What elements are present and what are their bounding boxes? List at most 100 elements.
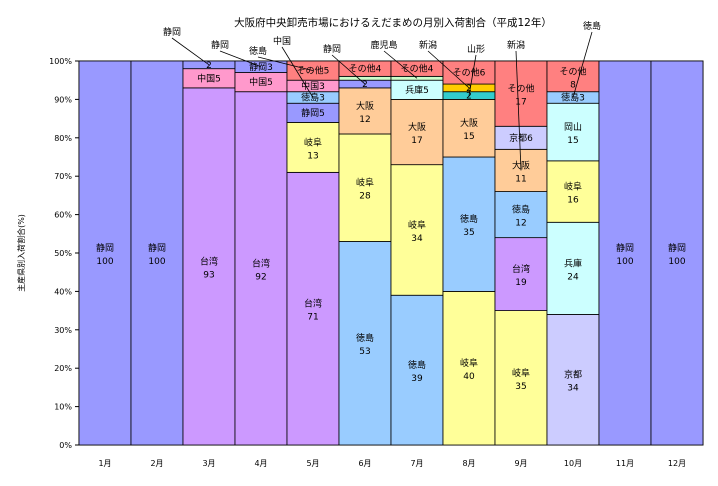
segment-value: 28 xyxy=(359,192,371,202)
annotation-leader xyxy=(219,50,262,68)
x-tick-label: 5月 xyxy=(306,459,319,468)
annotation-leader xyxy=(171,37,210,66)
annotation-label: 静岡 xyxy=(211,39,229,51)
segment-label: 大阪 xyxy=(460,117,478,129)
y-tick-label: 90% xyxy=(54,95,72,104)
annotation-label: 山形 xyxy=(467,43,485,55)
segment-value: 24 xyxy=(567,272,579,282)
segment-value: 13 xyxy=(307,151,318,161)
segment-value: 100 xyxy=(96,257,113,267)
annotation-leader xyxy=(572,31,593,98)
annotation-leader xyxy=(257,56,314,71)
annotation-label: 鹿児島 xyxy=(370,39,397,51)
segment-label: 兵庫5 xyxy=(405,84,429,96)
segment-value: 100 xyxy=(668,257,685,267)
y-tick-label: 10% xyxy=(54,403,72,412)
segment-label: 静岡 xyxy=(148,242,166,254)
x-tick-label: 7月 xyxy=(410,459,423,468)
segment-label: 徳島 xyxy=(460,213,478,225)
segment-label: 岐阜 xyxy=(460,357,478,369)
segment-value: 12 xyxy=(515,219,526,229)
segment-value: 92 xyxy=(255,272,266,282)
segment-value: 39 xyxy=(411,374,423,384)
bar-segment xyxy=(286,171,340,446)
x-tick-label: 3月 xyxy=(202,459,215,468)
annotation-label: 中国 xyxy=(273,35,291,47)
y-tick-label: 50% xyxy=(54,249,72,258)
annotation-leader xyxy=(468,54,477,96)
y-tick-label: 80% xyxy=(54,134,72,143)
segment-value: 19 xyxy=(515,278,527,288)
x-tick-label: 11月 xyxy=(616,459,634,468)
y-tick-label: 0% xyxy=(59,441,72,450)
x-tick-label: 12月 xyxy=(668,459,686,468)
bar-segment xyxy=(494,310,548,446)
segment-value: 93 xyxy=(203,270,214,280)
segment-label: 静岡5 xyxy=(301,107,325,119)
segment-value: 12 xyxy=(359,115,370,125)
segment-label: 徳島 xyxy=(512,204,530,216)
segment-label: 大阪 xyxy=(408,121,426,133)
x-tick-label: 9月 xyxy=(514,459,527,468)
segment-value: 16 xyxy=(567,196,579,206)
y-tick-label: 60% xyxy=(54,211,72,220)
y-tick-label: 30% xyxy=(54,326,72,335)
bar-segment xyxy=(494,60,548,127)
annotation-leader xyxy=(515,50,522,171)
segment-value: 40 xyxy=(463,372,475,382)
segment-value: 17 xyxy=(411,136,422,146)
segment-label: 京都 xyxy=(564,369,582,381)
segment-label: 徳島 xyxy=(356,332,374,344)
y-tick-label: 40% xyxy=(54,287,72,296)
y-tick-label: 100% xyxy=(49,57,72,66)
segment-label: 兵庫 xyxy=(564,257,582,269)
x-tick-label: 1月 xyxy=(98,459,111,468)
chart-title: 大阪府中央卸売市場におけるえだまめの月別入荷割合（平成12年） xyxy=(234,16,552,29)
segment-label: 岐阜 xyxy=(512,367,530,379)
segment-value: 17 xyxy=(515,98,526,108)
segment-label: 岐阜 xyxy=(304,136,322,148)
x-tick-label: 6月 xyxy=(358,459,371,468)
segment-label: 台湾 xyxy=(512,263,530,275)
segment-value: 15 xyxy=(463,132,474,142)
segment-label: その他 xyxy=(507,83,534,95)
x-tick-label: 10月 xyxy=(564,459,582,468)
bar-segment xyxy=(442,99,496,158)
segment-label: その他4 xyxy=(349,63,382,75)
bar-segment xyxy=(546,102,600,162)
segment-label: 静岡 xyxy=(96,242,114,254)
bar-segment xyxy=(338,75,392,81)
segment-value: 35 xyxy=(463,228,474,238)
annotation-leader xyxy=(331,54,366,85)
x-tick-label: 2月 xyxy=(150,459,163,468)
annotation-label: 徳島 xyxy=(583,20,601,32)
segment-label: 中国5 xyxy=(249,76,273,88)
segment-label: 中国5 xyxy=(197,72,221,84)
segment-value: 53 xyxy=(359,347,370,357)
bar-segment xyxy=(442,156,496,292)
segment-value: 71 xyxy=(307,313,318,323)
segment-label: 台湾 xyxy=(252,257,270,269)
annotation-leader xyxy=(383,50,418,79)
segment-value: 100 xyxy=(148,257,165,267)
segment-value: 8 xyxy=(570,80,576,90)
segment-label: その他 xyxy=(559,65,586,77)
segment-value: 15 xyxy=(567,136,578,146)
bar-segment xyxy=(598,60,652,446)
x-tick-label: 4月 xyxy=(254,459,267,468)
segment-label: 静岡 xyxy=(616,242,634,254)
bar-segment xyxy=(234,91,288,446)
segment-label: 岐阜 xyxy=(408,219,426,231)
segment-label: 中国3 xyxy=(301,80,325,92)
segment-value: 2 xyxy=(466,92,472,102)
segment-label: 京都6 xyxy=(509,132,533,144)
segment-label: 岐阜 xyxy=(356,177,374,189)
bar-segment xyxy=(130,60,184,446)
bar-segment xyxy=(546,60,600,93)
segment-value: 11 xyxy=(515,174,526,184)
segment-value: 2 xyxy=(362,80,368,90)
annotation-leader xyxy=(427,50,470,89)
segment-label: 大阪 xyxy=(356,100,374,112)
